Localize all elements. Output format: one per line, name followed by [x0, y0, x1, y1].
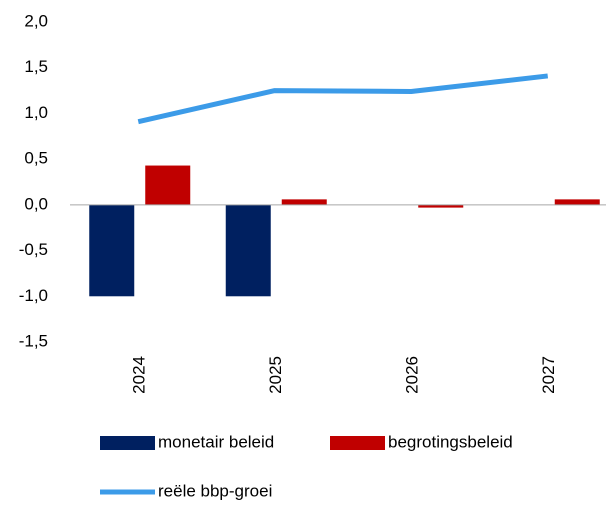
- y-tick-label: -1,0: [19, 286, 48, 305]
- bar: [225, 204, 271, 297]
- x-tick-label: 2024: [130, 356, 149, 394]
- y-tick-label: -0,5: [19, 240, 48, 259]
- line: [137, 73, 549, 125]
- bar: [418, 204, 464, 208]
- y-tick-label: 0,5: [24, 149, 48, 168]
- x-tick-label: 2025: [266, 356, 285, 394]
- legend-label: monetair beleid: [158, 432, 274, 451]
- bar: [281, 199, 327, 205]
- legend-swatch: [100, 436, 155, 450]
- y-tick-label: 1,5: [24, 57, 48, 76]
- y-tick-label: 1,0: [24, 103, 48, 122]
- legend-label: begrotingsbeleid: [388, 432, 513, 451]
- y-tick-label: 0,0: [24, 194, 48, 213]
- bar: [89, 204, 135, 297]
- bar: [145, 165, 191, 205]
- bar: [554, 199, 600, 205]
- legend-label: reële bbp-groei: [158, 481, 272, 500]
- y-tick-label: -1,5: [19, 331, 48, 350]
- x-tick-label: 2027: [539, 356, 558, 394]
- y-tick-label: 2,0: [24, 11, 48, 30]
- x-tick-label: 2026: [403, 356, 422, 394]
- legend-swatch: [330, 436, 385, 450]
